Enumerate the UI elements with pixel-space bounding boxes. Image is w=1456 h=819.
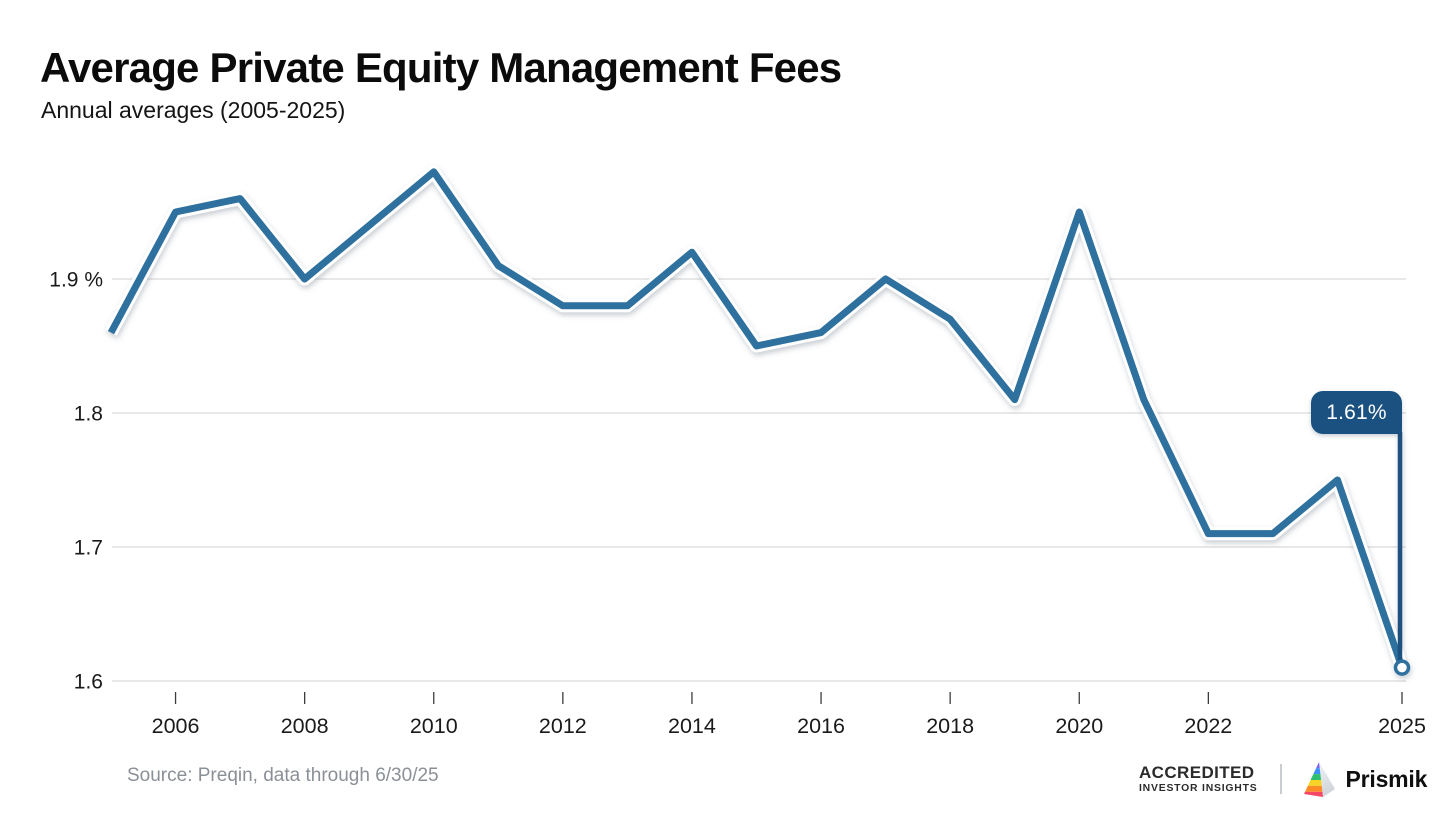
x-axis-tick-label: 2018 (926, 714, 974, 738)
callout-label: 1.61% (1326, 400, 1387, 424)
y-axis-tick-label: 1.7 (74, 537, 103, 560)
divider (1279, 764, 1282, 794)
y-axis-tick-label: 1.6 (74, 671, 103, 694)
x-axis-tick-label: 2006 (152, 714, 200, 738)
x-axis-tick-label: 2008 (281, 714, 329, 738)
data-line-group (105, 165, 1411, 676)
prismik-wordmark: Prismik (1345, 765, 1428, 792)
brand-line1: ACCREDITED (1139, 762, 1255, 782)
y-axis-tick-label: 1.8 (74, 403, 103, 426)
x-axis-tick-label: 2016 (797, 714, 845, 738)
x-axis-tick-label: 2014 (668, 714, 716, 738)
x-axis-tick-label: 2012 (539, 714, 587, 738)
x-axis-tick-label: 2022 (1184, 714, 1232, 738)
accredited-investor-insights-logo: ACCREDITED INVESTOR INSIGHTS (1139, 764, 1258, 794)
x-axis-tick-label: 2020 (1055, 714, 1103, 738)
page-subtitle: Annual averages (2005-2025) (41, 97, 346, 123)
end-point-marker (1393, 659, 1411, 676)
page-title: Average Private Equity Management Fees (40, 44, 842, 91)
data-line-halo (105, 165, 1409, 670)
value-callout-badge: 1.61% (1311, 391, 1402, 434)
y-axis-tick-label: 1.9 % (49, 269, 103, 292)
data-line (107, 168, 1406, 669)
source-attribution: Source: Preqin, data through 6/30/25 (127, 765, 439, 786)
x-axis-tick-label: 2025 (1378, 714, 1426, 738)
prism-icon (1303, 762, 1335, 797)
x-axis-tick-label: 2010 (410, 714, 458, 738)
footer-brand: ACCREDITED INVESTOR INSIGHTS Pri (1139, 758, 1427, 800)
brand-line2: INVESTOR INSIGHTS (1139, 782, 1258, 794)
